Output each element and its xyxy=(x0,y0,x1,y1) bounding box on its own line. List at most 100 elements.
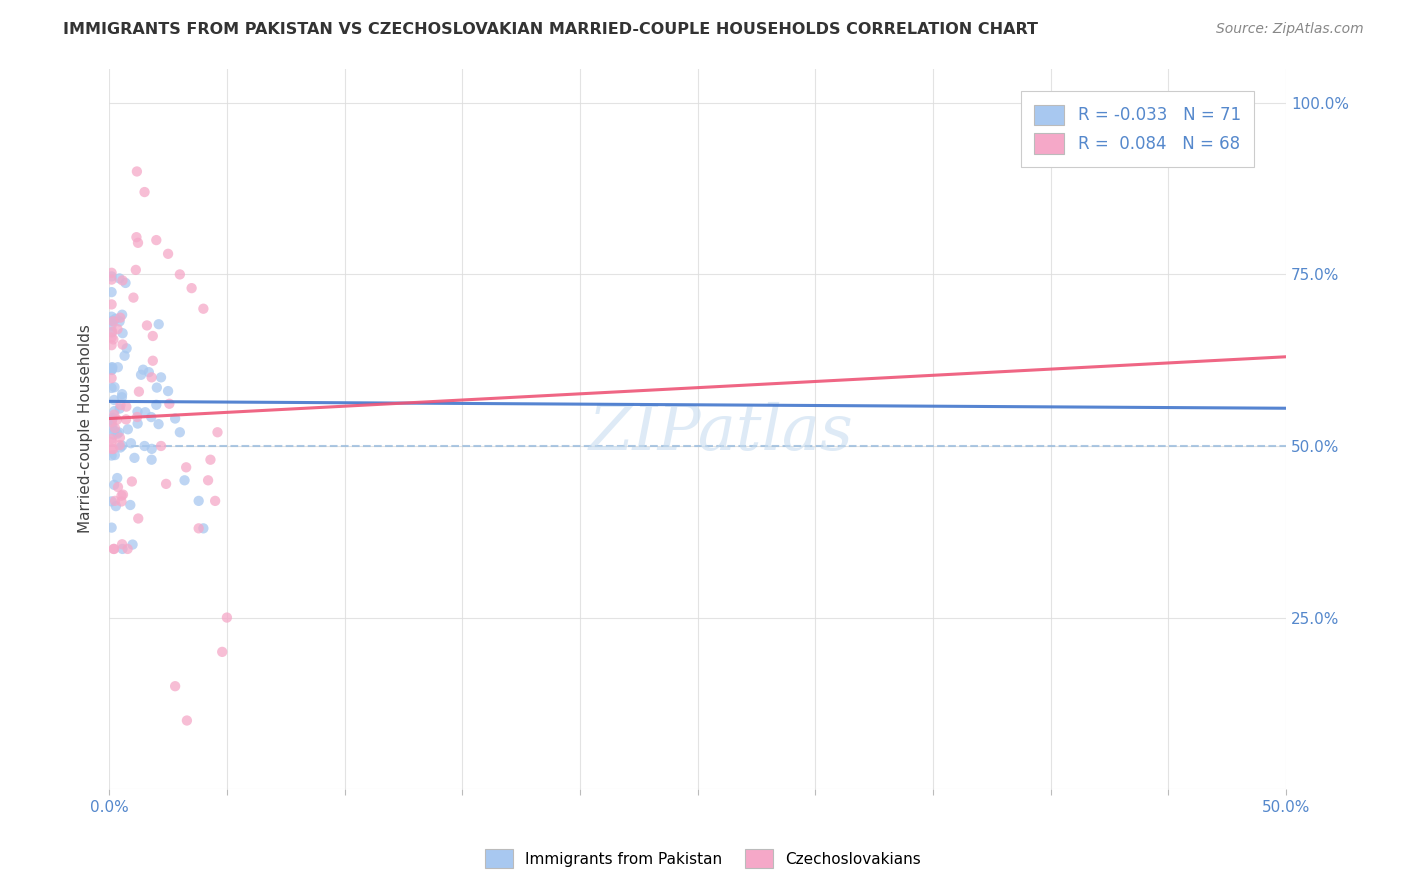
Point xyxy=(107,480,129,494)
Point xyxy=(100,310,122,324)
Point xyxy=(173,473,195,487)
Point xyxy=(101,362,124,376)
Point xyxy=(204,494,226,508)
Text: ZIPatlas: ZIPatlas xyxy=(589,401,853,463)
Point xyxy=(111,337,134,351)
Point xyxy=(121,537,143,551)
Point xyxy=(111,387,134,401)
Legend: R = -0.033   N = 71, R =  0.084   N = 68: R = -0.033 N = 71, R = 0.084 N = 68 xyxy=(1021,91,1254,167)
Point xyxy=(127,409,149,424)
Point xyxy=(100,449,122,463)
Point xyxy=(101,360,124,375)
Point xyxy=(187,494,209,508)
Point xyxy=(101,412,124,426)
Point xyxy=(107,322,129,336)
Point xyxy=(103,541,125,556)
Point xyxy=(100,361,122,376)
Point xyxy=(111,390,134,404)
Point xyxy=(100,318,122,333)
Point xyxy=(180,281,202,295)
Point xyxy=(100,360,122,375)
Point xyxy=(141,370,163,384)
Point xyxy=(101,314,124,328)
Point xyxy=(132,362,155,376)
Point xyxy=(108,401,131,416)
Point xyxy=(103,478,125,492)
Legend: Immigrants from Pakistan, Czechoslovakians: Immigrants from Pakistan, Czechoslovakia… xyxy=(478,841,928,875)
Point xyxy=(110,489,132,503)
Y-axis label: Married-couple Households: Married-couple Households xyxy=(79,325,93,533)
Point xyxy=(127,235,149,250)
Point xyxy=(105,413,128,427)
Point xyxy=(103,541,125,556)
Point xyxy=(142,329,165,343)
Point xyxy=(111,326,134,341)
Point xyxy=(100,363,122,377)
Point xyxy=(100,285,122,299)
Point xyxy=(134,185,156,199)
Point xyxy=(138,365,160,379)
Point xyxy=(155,476,177,491)
Point xyxy=(174,460,197,475)
Point xyxy=(150,439,173,453)
Point xyxy=(110,441,132,455)
Point xyxy=(142,353,165,368)
Point xyxy=(141,410,163,425)
Point xyxy=(110,494,132,508)
Point xyxy=(100,442,122,456)
Point xyxy=(134,405,156,419)
Point xyxy=(207,425,229,440)
Point xyxy=(100,330,122,344)
Point xyxy=(120,498,142,512)
Point xyxy=(100,413,122,427)
Point xyxy=(111,541,134,556)
Point xyxy=(100,432,122,446)
Point xyxy=(165,679,187,693)
Point xyxy=(100,272,122,286)
Point xyxy=(103,380,125,394)
Point xyxy=(197,473,219,487)
Point xyxy=(128,384,150,399)
Point xyxy=(104,421,127,435)
Point xyxy=(108,425,131,440)
Point xyxy=(104,494,127,508)
Point xyxy=(110,398,132,412)
Point xyxy=(176,714,198,728)
Point xyxy=(215,610,238,624)
Point xyxy=(103,424,125,438)
Point xyxy=(125,263,148,277)
Point xyxy=(103,408,125,422)
Point xyxy=(101,314,124,328)
Point xyxy=(211,645,233,659)
Point xyxy=(111,273,134,287)
Point xyxy=(165,411,187,425)
Point xyxy=(100,494,122,508)
Text: Source: ZipAtlas.com: Source: ZipAtlas.com xyxy=(1216,22,1364,37)
Point xyxy=(100,338,122,352)
Point xyxy=(200,452,222,467)
Point xyxy=(125,230,148,244)
Point xyxy=(111,439,134,453)
Point xyxy=(100,520,122,534)
Point xyxy=(108,271,131,285)
Point xyxy=(103,427,125,442)
Point xyxy=(145,398,167,412)
Point xyxy=(169,425,191,440)
Point xyxy=(115,400,138,414)
Point xyxy=(101,419,124,434)
Point xyxy=(136,318,159,333)
Point xyxy=(100,381,122,395)
Point xyxy=(124,450,146,465)
Point xyxy=(148,317,170,331)
Point xyxy=(103,404,125,418)
Point xyxy=(100,297,122,311)
Point xyxy=(108,431,131,445)
Point xyxy=(101,415,124,429)
Point xyxy=(129,368,152,382)
Point xyxy=(100,269,122,284)
Point xyxy=(111,308,134,322)
Point xyxy=(117,422,139,436)
Point xyxy=(101,442,124,456)
Point xyxy=(100,434,122,449)
Point xyxy=(110,310,132,325)
